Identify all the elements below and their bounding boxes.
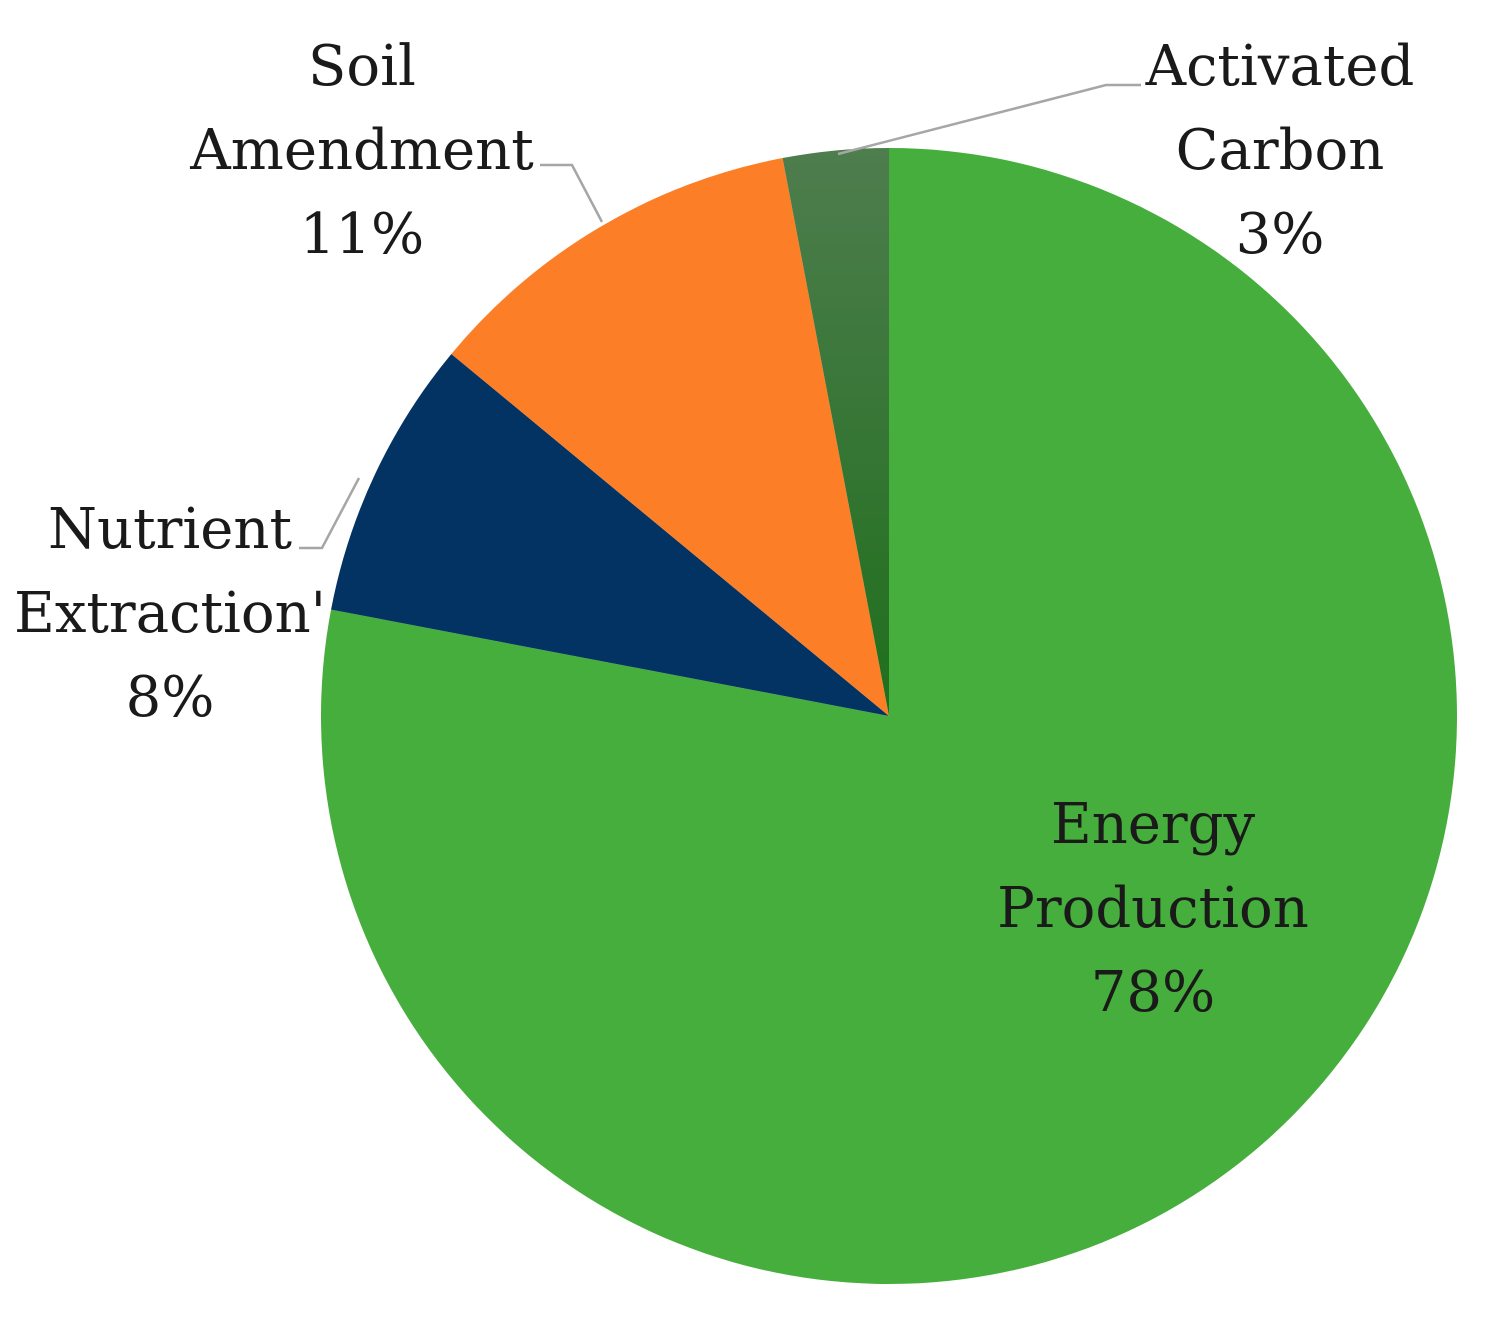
- leader-line-2: [540, 163, 604, 223]
- slice-label-line: Soil: [308, 34, 416, 99]
- slice-label-line: Production: [997, 876, 1309, 941]
- slice-label-3: Activated Carbon 3%: [1145, 34, 1415, 267]
- leader-lines-layer: [299, 83, 1141, 550]
- slice-label-line: 3%: [1236, 202, 1325, 267]
- slice-label-line: Nutrient: [48, 497, 292, 562]
- slice-label-line: Energy: [1051, 792, 1256, 857]
- slice-label-line: Extraction': [14, 581, 326, 646]
- slice-label-1: Nutrient Extraction' 8%: [14, 497, 326, 730]
- labels-layer: Energy Production 78% Nutrient Extraction' 8%…: [14, 34, 1414, 1025]
- slice-label-2: Soil Amendment 11%: [189, 34, 534, 267]
- slice-label-line: 8%: [126, 665, 215, 730]
- pie-slice-1: [331, 353, 889, 716]
- slice-label-line: Amendment: [189, 118, 534, 183]
- slice-label-line: Carbon: [1176, 118, 1385, 183]
- leader-line-1: [299, 477, 361, 550]
- pie-slice-3: [782, 148, 889, 716]
- slices-layer: [321, 148, 1458, 1284]
- slice-label-line: Activated: [1145, 34, 1415, 99]
- slice-label-line: 78%: [1091, 960, 1215, 1025]
- leader-line-3: [837, 83, 1141, 156]
- pie-slice-2: [451, 158, 889, 716]
- slice-label-0: Energy Production 78%: [997, 792, 1309, 1025]
- slice-label-line: 11%: [300, 202, 424, 267]
